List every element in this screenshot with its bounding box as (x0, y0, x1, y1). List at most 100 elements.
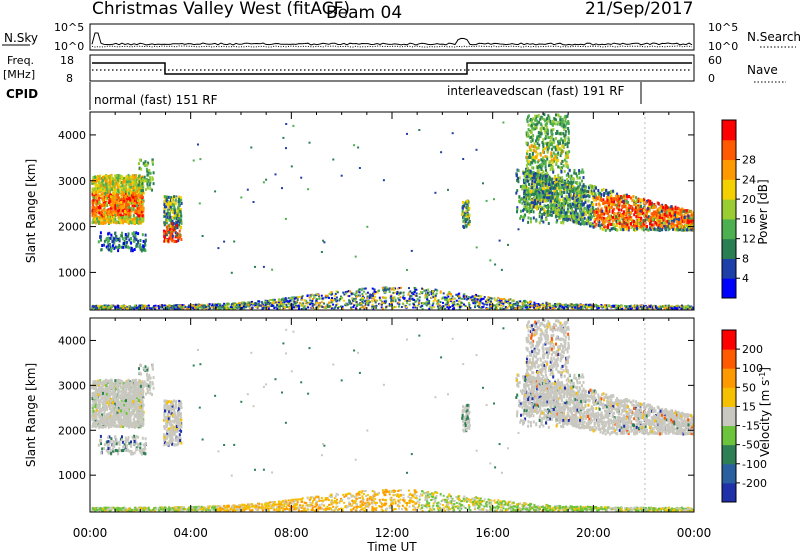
power-cell (113, 189, 116, 192)
power-cell (521, 201, 524, 205)
power-cell (135, 190, 138, 193)
power-cell (128, 215, 131, 219)
power-cell (91, 190, 94, 194)
noise-panel: N.Sky 10^5 10^0 10^5 10^0 N.Search (2, 21, 800, 53)
power-cell (142, 245, 145, 249)
power-cell (527, 207, 529, 211)
power-cell (468, 308, 470, 310)
power-cell (625, 193, 628, 197)
power-cell (667, 225, 669, 229)
power-cell (141, 194, 143, 198)
power-cell (140, 213, 143, 217)
power-cell (623, 220, 626, 224)
power-cell (543, 195, 546, 199)
power-cell (557, 140, 560, 144)
power-cell (610, 217, 613, 221)
power-cell (111, 179, 114, 183)
power-cell (544, 123, 547, 127)
power-cell (557, 142, 560, 146)
power-cell (588, 214, 591, 218)
power-cell (531, 123, 533, 127)
power-cell (112, 177, 114, 181)
power-cell (668, 224, 671, 228)
power-cell (532, 166, 535, 170)
power-cell (633, 223, 635, 227)
power-cell (660, 219, 663, 223)
power-cell (611, 222, 614, 226)
power-cell (559, 132, 562, 136)
power-cell (173, 211, 176, 215)
power-cell (620, 196, 623, 200)
power-cell (107, 243, 110, 247)
power-cell (97, 220, 100, 224)
power-cell (677, 211, 680, 215)
power-cell (145, 167, 148, 171)
power-cell (610, 190, 613, 194)
power-cell (174, 198, 177, 202)
power-cell (119, 215, 122, 219)
power-cell (634, 210, 637, 214)
power-cell (134, 176, 136, 179)
power-cell (535, 139, 537, 143)
power-cell (117, 202, 120, 206)
power-cell (583, 220, 586, 224)
power-cell (124, 190, 127, 194)
noise-sky-trace (91, 32, 693, 46)
power-cell (627, 226, 630, 230)
power-cell (554, 197, 557, 201)
power-cell (543, 207, 545, 211)
power-cell (132, 183, 135, 187)
power-cell (671, 211, 674, 215)
power-cell (105, 219, 108, 223)
power-cell (553, 196, 556, 200)
power-cell (605, 188, 608, 192)
power-cell (117, 249, 120, 253)
power-cell (137, 183, 140, 187)
power-cell (537, 179, 540, 183)
power-cell (613, 207, 616, 211)
power-cell (173, 206, 176, 210)
power-cell (355, 292, 358, 295)
power-cell (559, 181, 562, 185)
power-cell (103, 188, 106, 192)
power-cell (615, 203, 618, 207)
power-cell (92, 214, 95, 218)
power-cell (561, 117, 564, 121)
power-cell (371, 305, 374, 308)
power-cell (119, 189, 122, 193)
power-cell (524, 170, 527, 174)
power-cell (596, 216, 599, 220)
power-cell (568, 150, 571, 154)
power-cell (625, 227, 628, 231)
power-cell (531, 186, 534, 190)
power-cell (526, 172, 529, 175)
power-cell (624, 205, 627, 209)
power-cell (102, 195, 105, 199)
power-cell (678, 225, 681, 229)
power-cell (529, 171, 532, 175)
power-cell (109, 181, 112, 185)
power-cell (119, 174, 122, 178)
power-cell (562, 211, 565, 214)
power-cell (140, 182, 142, 186)
power-cell (347, 295, 350, 297)
power-cell (662, 208, 665, 212)
power-cell (106, 203, 109, 207)
power-cell (137, 241, 140, 245)
power-cell (140, 189, 143, 192)
power-cell (609, 228, 612, 232)
power-cell (528, 156, 531, 159)
power-cell (554, 153, 557, 157)
power-cell (540, 196, 543, 200)
power-cell (685, 209, 688, 213)
power-cell (539, 193, 542, 197)
power-cell (131, 206, 134, 210)
power-cell (615, 194, 618, 198)
power-cell (649, 199, 652, 203)
power-cell (588, 195, 591, 199)
power-cell (123, 195, 126, 199)
power-cell (597, 212, 600, 216)
power-cell (550, 213, 553, 217)
power-cell (556, 122, 559, 126)
